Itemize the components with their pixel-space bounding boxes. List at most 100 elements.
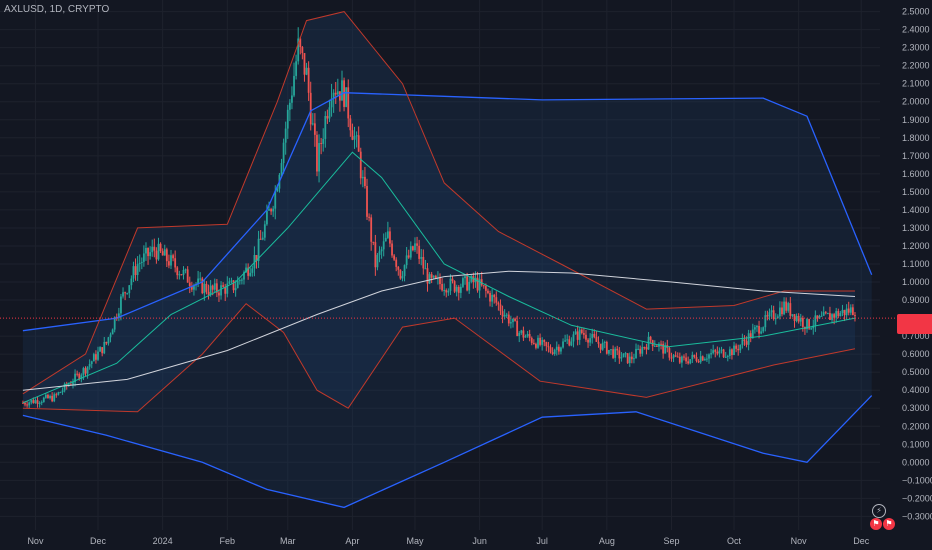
candle-body	[355, 135, 358, 137]
candle-body	[537, 337, 539, 348]
candle-body	[618, 350, 621, 359]
candle-body	[699, 356, 702, 363]
candle-body	[835, 311, 838, 318]
candle-body	[616, 348, 619, 351]
candle-body	[349, 118, 352, 131]
y-tick-label: 1.6000	[902, 169, 930, 179]
candle-body	[833, 314, 836, 318]
candle-body	[282, 142, 285, 164]
candle-body	[309, 92, 312, 125]
candle-body	[822, 312, 825, 316]
candle-body	[756, 326, 758, 328]
candle-body	[218, 292, 220, 296]
candle-body	[714, 350, 717, 352]
candle-body	[576, 331, 579, 340]
candle-body	[374, 242, 377, 268]
candle-body	[78, 373, 81, 379]
candle-body	[695, 357, 698, 362]
candle-body	[372, 241, 375, 243]
candle-body	[610, 349, 612, 351]
candle-body	[161, 251, 164, 256]
x-tick-label: Jul	[536, 536, 548, 546]
candle-body	[553, 349, 556, 354]
candle-body	[261, 237, 264, 240]
candle-body	[630, 356, 633, 360]
candle-body	[574, 331, 577, 335]
candle-body	[664, 345, 667, 354]
candle-body	[687, 361, 690, 364]
candle-body	[716, 351, 719, 354]
x-tick-label: Mar	[280, 536, 296, 546]
candle-body	[240, 279, 243, 281]
candle-body	[789, 303, 792, 316]
candle-body	[113, 316, 116, 330]
candle-body	[182, 269, 185, 275]
candle-body	[597, 341, 600, 344]
candle-body	[672, 355, 675, 358]
candle-body	[243, 272, 245, 280]
candle-body	[747, 333, 750, 345]
candle-body	[395, 259, 398, 267]
candle-body	[720, 349, 723, 351]
candle-body	[347, 87, 350, 119]
candle-body	[95, 354, 97, 360]
bolt-icon[interactable]: ⚡	[872, 504, 886, 518]
candle-body	[76, 373, 79, 375]
flag-icon[interactable]: ⚑	[883, 518, 895, 530]
candle-body	[582, 333, 585, 335]
y-axis: 2.5000 2.4000 2.3000 2.2000 2.1000 2.0000 1.90…	[902, 7, 932, 522]
last-price-tag	[897, 314, 932, 334]
candle-body	[818, 316, 821, 319]
candle-body	[42, 397, 45, 403]
candle-body	[622, 353, 625, 358]
candle-body	[826, 313, 829, 315]
candle-body	[685, 357, 687, 362]
candle-body	[147, 247, 149, 257]
candle-body	[184, 269, 187, 271]
candle-body	[585, 334, 587, 340]
flag-icon[interactable]: ⚑	[870, 518, 882, 530]
candle-body	[153, 246, 156, 251]
candle-body	[386, 231, 389, 238]
candle-body	[103, 341, 106, 354]
candle-body	[439, 277, 441, 284]
candle-body	[635, 348, 637, 359]
candle-body	[55, 394, 58, 396]
candle-body	[53, 394, 56, 402]
candle-body	[660, 343, 662, 345]
mid-lower-band-line	[22, 303, 856, 413]
candle-body	[816, 315, 819, 319]
candle-body	[839, 313, 842, 317]
candle-body	[226, 283, 229, 294]
y-tick-label: 2.4000	[902, 25, 930, 35]
candle-body	[849, 307, 852, 313]
candle-body	[641, 347, 644, 354]
candle-body	[130, 278, 133, 286]
candle-body	[140, 261, 143, 263]
band-layer	[22, 11, 872, 508]
candle-body	[111, 329, 114, 335]
candle-body	[238, 280, 241, 282]
candle-body	[351, 130, 354, 140]
candle-body	[224, 286, 227, 294]
candle-body	[535, 343, 537, 348]
candle-body	[674, 355, 677, 357]
y-tick-label: 1.5000	[902, 187, 930, 197]
candle-body	[201, 278, 204, 294]
candle-body	[305, 67, 308, 75]
candle-body	[470, 275, 473, 282]
candle-body	[280, 163, 283, 175]
candle-body	[326, 115, 329, 119]
candle-body	[741, 339, 744, 345]
candle-body	[30, 400, 33, 403]
candle-body	[843, 309, 846, 316]
candle-body	[683, 356, 685, 358]
candle-body	[743, 339, 746, 342]
candle-body	[193, 285, 195, 290]
candle-body	[316, 134, 318, 172]
candle-body	[84, 368, 87, 374]
candle-body	[291, 95, 293, 103]
y-tick-label: 1.4000	[902, 205, 930, 215]
candle-body	[501, 311, 504, 317]
